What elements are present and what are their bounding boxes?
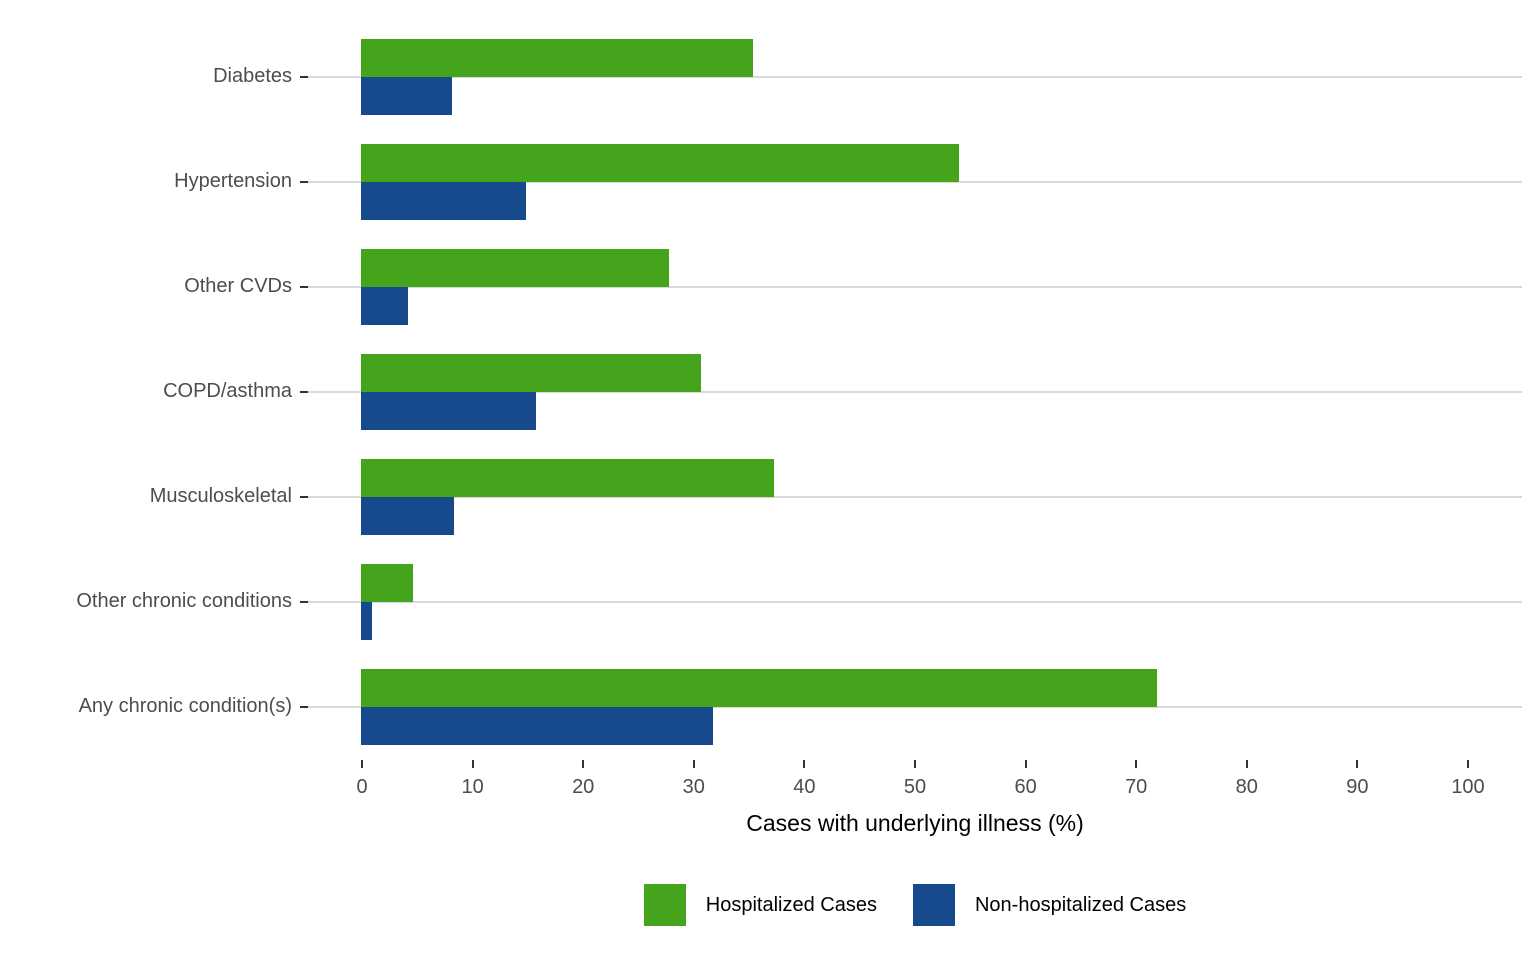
x-tick-mark <box>1356 760 1359 768</box>
y-axis-label: Musculoskeletal <box>149 485 292 507</box>
legend-swatch <box>643 884 686 926</box>
y-tick-mark <box>300 495 308 498</box>
x-tick-label: 90 <box>1346 776 1369 798</box>
x-tick-mark <box>1024 760 1027 768</box>
x-tick-mark <box>1245 760 1248 768</box>
hospitalized-bar <box>361 353 701 392</box>
non-hospitalized-bar <box>361 496 454 535</box>
x-tick-label: 60 <box>1014 776 1037 798</box>
x-tick-mark <box>1467 760 1469 768</box>
hospitalized-bar <box>361 458 774 497</box>
x-tick-mark <box>692 760 695 768</box>
non-hospitalized-bar <box>361 706 713 745</box>
x-tick-mark <box>914 760 916 768</box>
y-axis-label: Hypertension <box>174 170 292 192</box>
hospitalized-bar <box>361 563 413 602</box>
category-row <box>308 549 1522 654</box>
x-tick-mark <box>803 760 806 768</box>
category-gridline <box>308 180 1522 183</box>
y-axis-label: Diabetes <box>213 65 292 87</box>
category-row <box>308 339 1522 444</box>
non-hospitalized-bar <box>361 391 536 430</box>
hospitalized-bar <box>361 143 960 182</box>
legend-item: Non-hospitalized Cases <box>912 884 1187 926</box>
y-tick-mark <box>300 600 308 603</box>
x-tick-label: 50 <box>903 776 927 798</box>
category-gridline <box>308 390 1522 393</box>
non-hospitalized-bar <box>361 286 408 325</box>
hospitalized-bar <box>361 668 1158 707</box>
x-axis-title: Cases with underlying illness (%) <box>746 810 1084 836</box>
y-axis-label: Any chronic condition(s) <box>78 695 292 717</box>
category-gridline <box>308 495 1522 498</box>
y-tick-mark <box>300 705 308 708</box>
x-tick-label: 40 <box>793 776 816 798</box>
legend-label: Non-hospitalized Cases <box>974 893 1187 916</box>
x-tick-label: 20 <box>572 776 595 798</box>
y-axis-label: Other CVDs <box>184 275 292 297</box>
y-axis-label: Other chronic conditions <box>76 590 292 612</box>
category-row <box>308 234 1522 339</box>
non-hospitalized-bar <box>361 181 526 220</box>
legend-item: Hospitalized Cases <box>643 884 877 926</box>
plot-panel <box>308 24 1522 759</box>
x-tick-label: 80 <box>1235 776 1258 798</box>
x-tick-mark <box>361 760 363 768</box>
non-hospitalized-bar <box>361 601 373 640</box>
y-axis-label: COPD/asthma <box>163 380 292 402</box>
category-gridline <box>308 75 1522 78</box>
category-row <box>308 24 1522 129</box>
y-tick-mark <box>300 180 308 183</box>
x-tick-label: 10 <box>461 776 484 798</box>
hospitalized-bar <box>361 248 669 287</box>
y-tick-mark <box>300 390 308 393</box>
x-tick-label: 70 <box>1125 776 1148 798</box>
category-row <box>308 129 1522 234</box>
category-gridline <box>308 705 1522 708</box>
non-hospitalized-bar <box>361 76 452 115</box>
x-tick-label: 100 <box>1451 776 1485 798</box>
x-tick-label: 30 <box>682 776 705 798</box>
y-tick-mark <box>300 75 308 78</box>
category-gridline <box>308 600 1522 603</box>
legend: Hospitalized Cases Non-hospitalized Cases <box>308 884 1522 926</box>
legend-label: Hospitalized Cases <box>705 893 877 916</box>
hospitalized-bar <box>361 38 753 77</box>
category-row <box>308 654 1522 759</box>
x-tick-mark <box>1135 760 1138 768</box>
x-tick-mark <box>582 760 585 768</box>
legend-swatch <box>912 884 955 926</box>
x-tick-mark <box>471 760 474 768</box>
category-gridline <box>308 285 1522 288</box>
category-row <box>308 444 1522 549</box>
x-tick-label: 0 <box>356 776 368 798</box>
y-tick-mark <box>300 285 308 288</box>
